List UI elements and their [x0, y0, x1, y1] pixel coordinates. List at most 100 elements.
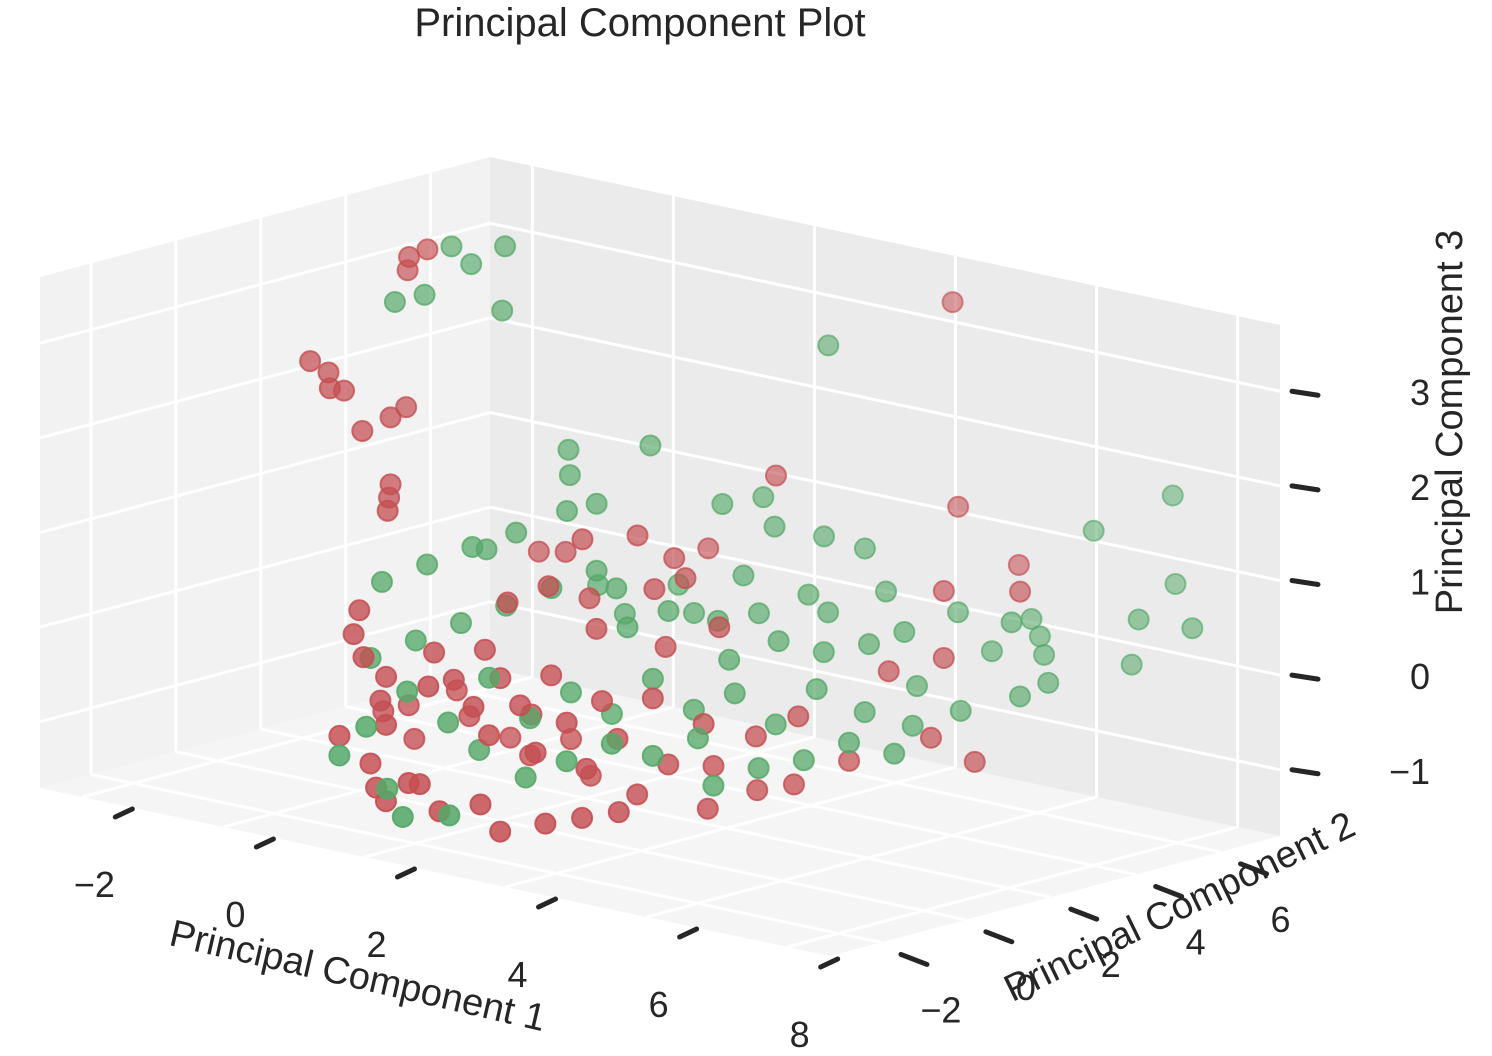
z-tick-label: −1 [1389, 751, 1430, 792]
green-class-point [812, 641, 835, 664]
y-tick-mark [898, 951, 930, 967]
z-tick-label: 1 [1410, 562, 1430, 603]
green-class-point [600, 732, 623, 755]
red-class-point [499, 726, 522, 749]
x-tick-label: 2 [366, 924, 386, 965]
red-class-point [696, 797, 719, 820]
green-class-point [328, 744, 351, 767]
green-class-point [416, 553, 439, 576]
x-tick-mark [253, 836, 276, 850]
red-class-point [328, 724, 351, 747]
green-class-point [413, 283, 436, 306]
red-class-point [585, 617, 608, 640]
red-class-point [416, 238, 439, 261]
red-class-point [352, 646, 375, 669]
x-tick-label: 8 [790, 1014, 810, 1055]
green-class-point [376, 777, 399, 800]
x-tick-mark [112, 806, 135, 820]
green-class-point [438, 804, 461, 827]
green-class-point [1164, 573, 1187, 596]
green-class-point [1028, 625, 1051, 648]
green-class-point [905, 675, 928, 698]
z-tick-label: 0 [1410, 656, 1430, 697]
green-class-point [555, 750, 578, 773]
chart-title: Principal Component Plot [414, 1, 865, 45]
x-tick-mark [394, 866, 417, 880]
green-class-point [440, 235, 463, 258]
green-class-point [404, 629, 427, 652]
red-class-point [299, 350, 322, 373]
green-class-point [616, 616, 639, 639]
x-gridline-floor [364, 735, 815, 859]
green-class-point [947, 601, 970, 624]
green-class-point [949, 699, 972, 722]
red-class-point [746, 779, 769, 802]
green-class-point [901, 714, 924, 737]
green-class-point [723, 682, 746, 705]
y-tick-mark [1068, 906, 1100, 922]
z-gridline-side [39, 600, 491, 724]
red-class-point [555, 711, 578, 734]
red-class-point [318, 377, 341, 400]
z-gridline-side [39, 505, 491, 629]
x-tick-label: 6 [649, 984, 669, 1025]
green-class-point [1000, 611, 1023, 634]
green-class-point [391, 806, 414, 829]
z-axis-label: Principal Component 3 [1429, 230, 1471, 614]
green-class-point [752, 486, 775, 509]
red-class-point [877, 660, 900, 683]
red-class-point [473, 638, 496, 661]
x-gridline-floor [787, 825, 1239, 949]
red-class-point [591, 690, 614, 713]
z-tick-mark [1289, 388, 1321, 398]
red-class-point [469, 793, 492, 816]
red-class-point [351, 420, 374, 443]
red-class-point [489, 820, 512, 843]
x-tick-mark [818, 956, 841, 970]
green-class-point [732, 564, 755, 587]
green-class-point [585, 492, 608, 515]
x-tick-mark [536, 896, 559, 910]
red-class-point [1009, 580, 1032, 603]
red-class-point [663, 547, 686, 570]
red-class-point [782, 773, 805, 796]
green-class-point [792, 749, 815, 772]
red-class-point [1007, 553, 1030, 576]
red-class-point [947, 495, 970, 518]
green-class-point [639, 434, 662, 457]
red-class-point [708, 616, 731, 639]
red-class-point [963, 750, 986, 773]
red-class-point [537, 575, 560, 598]
red-class-point [496, 591, 519, 614]
green-class-point [853, 701, 876, 724]
red-class-point [395, 396, 418, 419]
z-gridline-side [39, 316, 491, 440]
green-class-point [702, 774, 725, 797]
red-class-point [674, 567, 697, 590]
z-gridline-side [39, 411, 491, 534]
green-class-point [893, 620, 916, 643]
red-class-point [408, 773, 431, 796]
red-class-point [540, 664, 563, 687]
y-tick-mark [1238, 861, 1270, 877]
green-class-point [1120, 653, 1143, 676]
red-class-point [932, 646, 955, 669]
green-class-point [558, 464, 581, 487]
z-gridline-side [39, 221, 491, 345]
green-class-point [491, 299, 514, 322]
red-class-point [442, 668, 465, 691]
green-class-point [1161, 484, 1184, 507]
green-class-point [805, 678, 828, 701]
green-class-point [641, 667, 664, 690]
green-class-point [559, 681, 582, 704]
red-class-point [417, 675, 440, 698]
red-class-point [932, 580, 955, 603]
green-class-point [460, 253, 483, 276]
green-class-point [1127, 608, 1150, 631]
red-class-point [838, 749, 861, 772]
green-class-point [812, 525, 835, 548]
x-gridline-floor [223, 705, 674, 829]
z-tick-mark [1289, 483, 1321, 493]
green-class-point [686, 727, 709, 750]
green-class-point [817, 334, 840, 357]
